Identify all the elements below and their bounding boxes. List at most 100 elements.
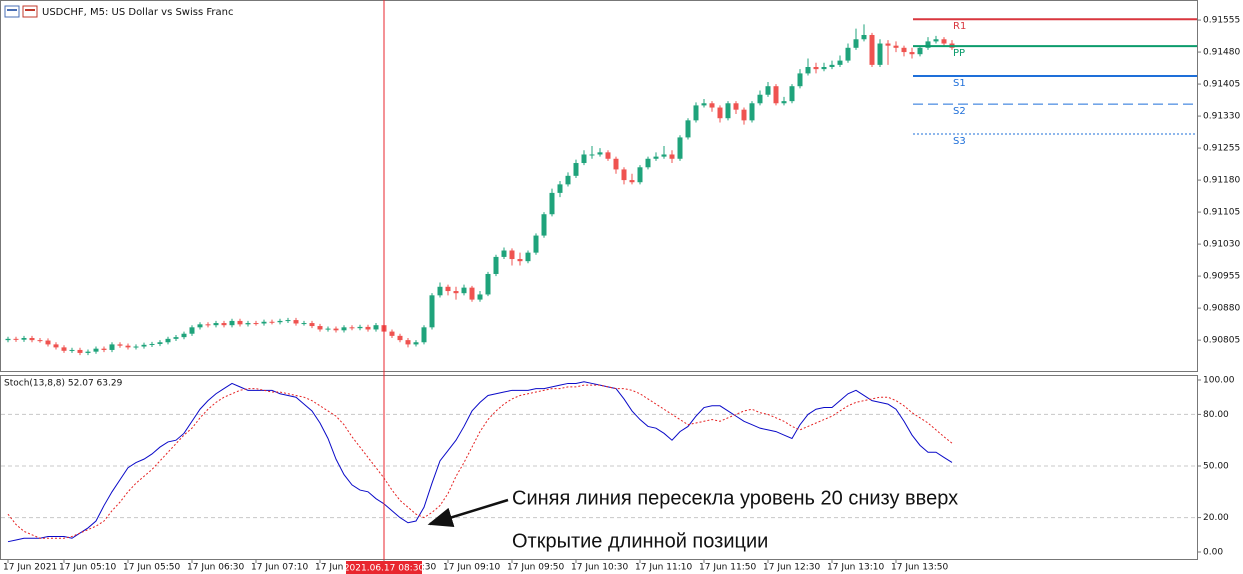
candle-body [461,287,467,294]
candle-body [237,320,243,325]
pivot-label: R1 [953,21,966,32]
candle-body [925,41,931,48]
candle-body [541,214,547,236]
candle-body [493,256,499,274]
candle-body [261,321,267,324]
x-tick-label: 17 Jun 06:30 [187,563,244,573]
pivot-label: S3 [953,136,966,147]
annotation: Синяя линия пересекла уровень 20 снизу в… [512,487,958,509]
y-tick-label: 0.00 [1203,548,1223,558]
x-tick-label: 17 Jun 12:30 [763,563,820,573]
candle-body [61,347,67,351]
candle-body [485,273,491,295]
x-tick-label: 17 Jun 07:10 [251,563,308,573]
x-tick-label: 17 Jun 13:50 [891,563,948,573]
candle-body [357,326,363,329]
candle-body [805,67,811,74]
candle-body [525,252,531,262]
candle-body [797,73,803,87]
candle-body [165,338,171,343]
candle-body [501,250,507,257]
candle-body [533,235,539,253]
candle-body [325,328,331,330]
indicator-line [7,381,953,543]
y-tick-label: 0.91405 [1203,80,1240,90]
candle-body [101,348,107,350]
chart-title: USDCHF, M5: US Dollar vs Swiss Franc [42,7,233,18]
candle-body [565,175,571,185]
candle-body [349,327,355,329]
y-tick-label: 0.90955 [1203,272,1240,282]
candle-body [453,291,459,294]
y-tick-label: 50.00 [1203,462,1229,472]
candle-body [845,47,851,61]
candle-body [893,45,899,48]
candle-body [637,167,643,183]
y-tick-label: 0.91255 [1203,144,1240,154]
candle-body [813,67,819,70]
candle-body [141,344,147,347]
candle-body [717,107,723,119]
candle-body [749,103,755,121]
candle-body [269,321,275,323]
price-pane [0,0,1198,372]
y-tick-label: 0.91555 [1203,16,1240,26]
pivot-label: S1 [953,78,966,89]
candle-body [781,101,787,104]
candle-body [789,86,795,102]
candle-body [685,120,691,138]
candle-body [837,60,843,65]
candle-body [573,163,579,176]
crosshair-label: 2021.06.17 08:30 [344,564,425,574]
y-tick-label: 100.00 [1203,376,1235,386]
candle-body [277,320,283,323]
candle-body [389,331,395,336]
candle-body [421,327,427,343]
candle-body [109,344,115,350]
candle-body [581,154,587,164]
x-tick-label: 17 Jun 09:10 [443,563,500,573]
x-tick-label: 17 Jun 07:50 [315,563,372,573]
candle-body [909,52,915,55]
candle-body [509,250,515,260]
candle-body [861,34,867,40]
candle-body [197,324,203,328]
candle-body [653,156,659,159]
candle-body [733,103,739,110]
candle-body [133,346,139,348]
arrow [427,498,509,527]
candle-body [125,345,131,348]
candle-body [549,192,555,215]
candle-body [205,324,211,326]
candle-body [941,39,947,44]
candle-body [469,287,475,300]
symbol-icon [4,5,38,18]
candle-body [341,327,347,331]
candle-body [181,333,187,338]
candle-body [301,323,307,325]
candle-body [709,103,715,108]
candle-body [45,340,51,345]
y-tick-label: 80.00 [1203,410,1229,420]
y-tick-label: 0.91330 [1203,112,1240,122]
candle-body [285,320,291,322]
x-tick-label: 17 Jun 11:10 [635,563,692,573]
candle-body [29,337,35,341]
candle-body [429,295,435,328]
candle-body [605,152,611,159]
pivot-label: S2 [953,106,966,117]
candle-body [173,337,179,339]
stoch-pane [0,375,1198,560]
y-tick-label: 0.91480 [1203,48,1240,58]
candle-body [877,43,883,65]
candle-body [933,39,939,42]
candle-body [13,338,19,340]
y-tick-label: 0.90880 [1203,304,1240,314]
candle-body [85,351,91,353]
candle-body [69,349,75,351]
x-tick-label: 17 Jun 05:50 [123,563,180,573]
candle-body [309,323,315,327]
candle-body [773,86,779,104]
candle-body [517,259,523,262]
x-tick-label: 17 Jun 13:10 [827,563,884,573]
